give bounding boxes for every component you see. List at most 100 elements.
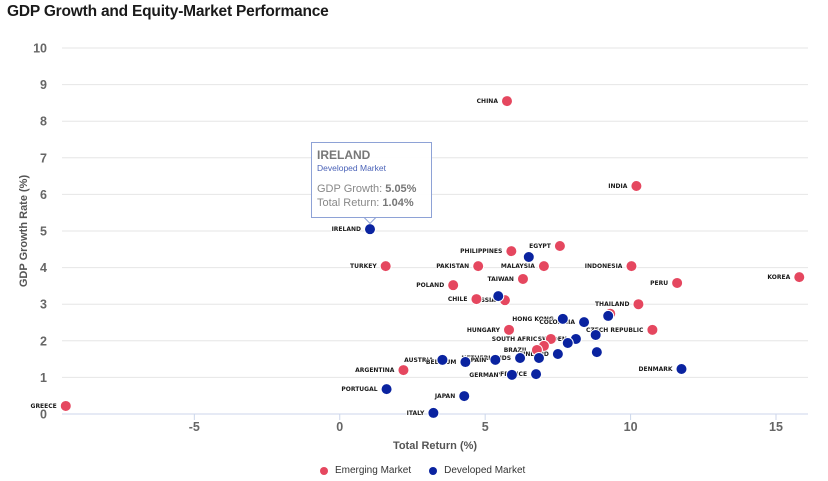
x-tick-label: 10 <box>624 420 638 434</box>
y-tick-label: 2 <box>40 334 47 348</box>
point-label: DENMARK <box>639 366 673 373</box>
data-point-belgium[interactable] <box>459 356 472 369</box>
data-point-indonesia[interactable] <box>625 260 638 273</box>
data-point-unlabeled[interactable] <box>589 328 602 341</box>
point-label: INDIA <box>608 183 627 190</box>
y-tick-label: 0 <box>40 408 47 422</box>
x-axis-title: Total Return (%) <box>393 440 477 452</box>
y-tick-label: 8 <box>40 115 47 129</box>
tooltip-gdp-value: 5.05% <box>385 183 417 195</box>
chart-title: GDP Growth and Equity-Market Performance <box>7 3 329 20</box>
data-point-finland[interactable] <box>551 347 564 360</box>
data-point-germany[interactable] <box>505 368 518 381</box>
legend-item-developed[interactable]: Developed Market <box>429 465 525 476</box>
point-label: ITALY <box>407 410 425 417</box>
tooltip-return-label: Total Return: <box>317 197 383 209</box>
point-label: HONG KONG <box>512 316 554 323</box>
data-point-colombia[interactable] <box>578 316 591 329</box>
point-label: COLOMBIA <box>539 319 575 326</box>
tooltip: IRELAND Developed Market GDP Growth: 5.0… <box>311 142 432 218</box>
tooltip-return-value: 1.04% <box>382 197 414 209</box>
x-tick-label: 0 <box>336 420 343 434</box>
point-label: GERMANY <box>469 372 503 379</box>
y-tick-label: 9 <box>40 78 47 92</box>
data-point-unlabeled[interactable] <box>522 250 535 263</box>
data-point-portugal[interactable] <box>380 383 393 396</box>
legend-label-emerging: Emerging Market <box>335 465 412 476</box>
legend-marker-developed-icon <box>429 466 438 475</box>
point-label: TURKEY <box>350 263 377 270</box>
tooltip-gdp-row: GDP Growth: 5.05% <box>317 182 426 196</box>
data-point-netherlands[interactable] <box>514 352 527 365</box>
data-point-pakistan[interactable] <box>472 260 485 273</box>
data-point-taiwan[interactable] <box>516 272 529 285</box>
y-tick-label: 6 <box>40 188 47 202</box>
data-point-greece[interactable] <box>59 399 72 412</box>
legend-label-developed: Developed Market <box>444 465 526 476</box>
data-point-unlabeled[interactable] <box>602 309 615 322</box>
tooltip-series: Developed Market <box>317 163 386 173</box>
x-axis-ticks: -5 0 5 10 15 <box>189 414 783 434</box>
point-label: CZECH REPUBLIC <box>586 327 644 334</box>
data-point-unlabeled[interactable] <box>532 352 545 365</box>
x-tick-label: 5 <box>482 420 489 434</box>
data-point-unlabeled[interactable] <box>590 346 603 359</box>
data-point-malaysia[interactable] <box>537 260 550 273</box>
y-tick-label: 7 <box>40 151 47 165</box>
data-point-czech-republic[interactable] <box>646 323 659 336</box>
legend-item-emerging[interactable]: Emerging Market <box>320 465 411 476</box>
point-label: IRELAND <box>332 226 361 233</box>
data-point-egypt[interactable] <box>553 240 566 253</box>
point-label: RUSSIA <box>471 297 496 304</box>
data-point-italy[interactable] <box>427 406 440 419</box>
data-point-philippines[interactable] <box>505 245 518 258</box>
point-label: CHINA <box>477 98 499 105</box>
tooltip-gdp-label: GDP Growth: <box>317 183 386 195</box>
point-label: AUSTRIA <box>404 357 434 364</box>
data-point-france[interactable] <box>530 368 543 381</box>
data-point-peru[interactable] <box>671 276 684 289</box>
point-label: NETHERLANDS <box>461 355 511 362</box>
y-tick-label: 5 <box>40 225 47 239</box>
point-label: SPAIN <box>466 357 486 364</box>
data-point-korea[interactable] <box>793 271 806 284</box>
x-tick-label: 15 <box>769 420 783 434</box>
point-label: KOREA <box>767 274 790 281</box>
x-tick-label: -5 <box>189 420 200 434</box>
point-label: ARGENTINA <box>355 367 395 374</box>
point-label: BRAZIL <box>504 347 528 354</box>
data-point-spain[interactable] <box>489 353 502 366</box>
point-label: CHILE <box>448 296 468 303</box>
point-label: MALAYSIA <box>501 263 535 270</box>
data-point-hungary[interactable] <box>503 323 516 336</box>
point-label: HUNGARY <box>467 327 501 334</box>
data-point-denmark[interactable] <box>675 362 688 375</box>
tooltip-return-row: Total Return: 1.04% <box>317 196 426 210</box>
data-point-unlabeled[interactable] <box>561 336 574 349</box>
point-label: PHILIPPINES <box>460 248 502 255</box>
data-point-ireland[interactable] <box>363 223 376 236</box>
data-point-china[interactable] <box>500 95 513 108</box>
data-point-thailand[interactable] <box>632 298 645 311</box>
data-point-japan[interactable] <box>458 390 471 403</box>
y-axis-title: GDP Growth Rate (%) <box>18 175 30 288</box>
data-point-austria[interactable] <box>436 353 449 366</box>
point-label: SOUTH AFRICA <box>492 336 542 343</box>
data-point-hong-kong[interactable] <box>556 312 569 325</box>
data-point-unlabeled[interactable] <box>492 290 505 303</box>
y-tick-label: 10 <box>33 42 47 56</box>
y-tick-label: 4 <box>40 261 47 275</box>
legend: Emerging Market Developed Market <box>320 465 525 476</box>
data-point-india[interactable] <box>630 179 643 192</box>
point-label: PORTUGAL <box>341 386 377 393</box>
point-label: PERU <box>650 280 668 287</box>
point-label: PAKISTAN <box>436 263 469 270</box>
point-label: INDONESIA <box>585 263 623 270</box>
data-point-chile[interactable] <box>470 293 483 306</box>
data-point-poland[interactable] <box>447 279 460 292</box>
data-point-argentina[interactable] <box>397 364 410 377</box>
data-point-turkey[interactable] <box>379 260 392 273</box>
point-label: TAIWAN <box>487 276 514 283</box>
point-label: THAILAND <box>595 301 629 308</box>
